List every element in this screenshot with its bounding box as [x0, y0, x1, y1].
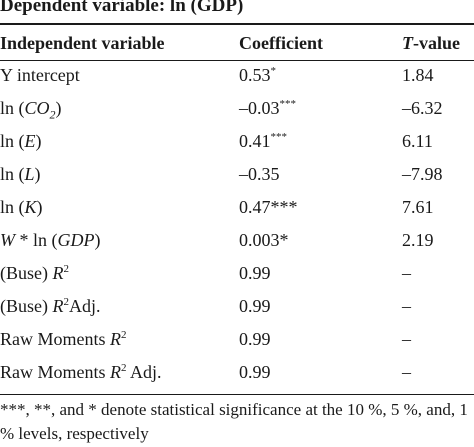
variable-cell: Y intercept: [0, 65, 80, 85]
variable-cell: ln (K): [0, 197, 43, 217]
t-value-cell: 2.19: [402, 230, 434, 250]
table-row-buse-r2-adj: (Buse) R2Adj. 0.99 –: [0, 290, 474, 323]
coefficient-cell: 0.53*: [239, 65, 277, 85]
significance-marker: ***: [279, 98, 297, 110]
t-value-cell: –7.98: [402, 164, 443, 184]
significance-marker: ***: [270, 131, 288, 143]
t-value-cell: –: [402, 263, 411, 283]
t-value-cell: –: [402, 362, 411, 382]
coefficient-cell: –0.03***: [239, 98, 297, 118]
variable-cell: (Buse) R2: [0, 263, 69, 283]
table-row-ln-k: ln (K) 0.47*** 7.61: [0, 191, 474, 224]
header-independent-variable: Independent variable: [0, 33, 165, 53]
coefficient-cell: 0.99: [239, 329, 271, 349]
coefficient-cell: 0.99: [239, 362, 271, 382]
t-value-cell: 6.11: [402, 131, 433, 151]
variable-cell: Raw Moments R2: [0, 329, 127, 349]
variable-cell: ln (E): [0, 131, 42, 151]
coefficient-cell: 0.99: [239, 296, 271, 316]
table-row-ln-co2: ln (CO2) –0.03*** –6.32: [0, 92, 474, 125]
top-rule: [0, 23, 474, 25]
variable-cell: Raw Moments R2 Adj.: [0, 362, 162, 382]
table-row-y-intercept: Y intercept 0.53* 1.84: [0, 59, 474, 92]
header-t-value: T-value: [402, 30, 460, 56]
bottom-rule: [0, 394, 474, 395]
t-value-cell: 1.84: [402, 65, 434, 85]
table-footnote: ***, **, and * denote statistical signif…: [0, 400, 468, 443]
coefficient-cell: –0.35: [239, 164, 280, 184]
variable-cell: ln (CO2): [0, 98, 62, 122]
variable-cell: (Buse) R2Adj.: [0, 296, 101, 316]
significance-marker: *: [270, 65, 277, 77]
header-t-suffix: -value: [413, 33, 460, 53]
table-row-raw-moments-r2-adj: Raw Moments R2 Adj. 0.99 –: [0, 356, 474, 389]
coefficient-cell: 0.41***: [239, 131, 288, 151]
coefficient-cell: 0.99: [239, 263, 271, 283]
coefficient-cell: 0.003*: [239, 230, 289, 250]
t-value-cell: 7.61: [402, 197, 434, 217]
table-row-ln-e: ln (E) 0.41*** 6.11: [0, 125, 474, 158]
table-row-buse-r2: (Buse) R2 0.99 –: [0, 257, 474, 290]
header-coefficient: Coefficient: [239, 33, 323, 53]
table-row-raw-moments-r2: Raw Moments R2 0.99 –: [0, 323, 474, 356]
header-rule: [0, 60, 474, 61]
variable-cell: ln (L): [0, 164, 41, 184]
table-row-ln-l: ln (L) –0.35 –7.98: [0, 158, 474, 191]
t-value-cell: –: [402, 329, 411, 349]
coefficient-cell: 0.47***: [239, 197, 298, 217]
table-row-w-ln-gdp: W * ln (GDP) 0.003* 2.19: [0, 224, 474, 257]
t-value-cell: –6.32: [402, 98, 443, 118]
variable-cell: W * ln (GDP): [0, 230, 101, 250]
table-title: Dependent variable: ln (GDP): [0, 0, 244, 16]
t-value-cell: –: [402, 296, 411, 316]
header-t-italic: T: [402, 33, 413, 53]
